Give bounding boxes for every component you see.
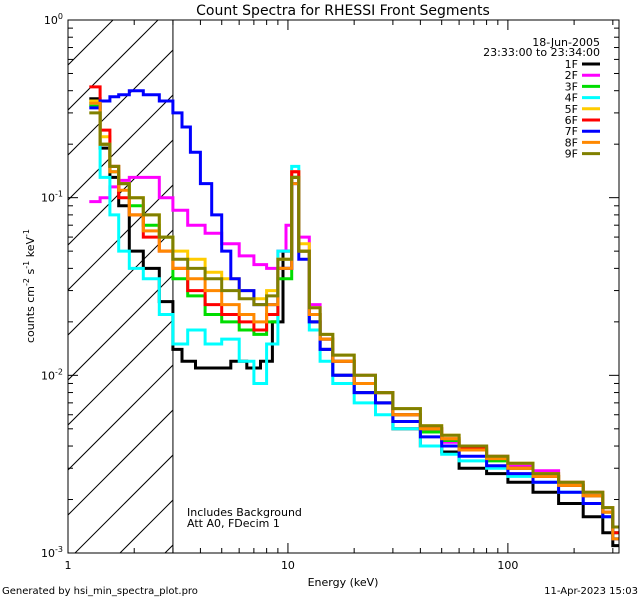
y-tick-label: 10-1 [41, 190, 63, 205]
legend-label-2F: 2F [565, 69, 578, 82]
y-tick-label: 10-2 [41, 367, 63, 382]
legend-label-6F: 6F [565, 114, 578, 127]
legend-label-5F: 5F [565, 103, 578, 116]
legend-label-3F: 3F [565, 80, 578, 93]
hatch-line-8 [68, 274, 173, 381]
annotation-background: Includes Background [187, 506, 302, 519]
legend-label-9F: 9F [565, 148, 578, 161]
spectra-series [89, 85, 619, 548]
observation-date: 18-Jun-2005 [532, 36, 600, 49]
x-axis-ticks: 1 10 100 [65, 20, 614, 572]
excluded-energy-hatch [68, 20, 173, 553]
annotation-attenuator: Att A0, FDecim 1 [187, 517, 280, 530]
footer-timestamp: 11-Apr-2023 15:03 [544, 586, 638, 597]
hatch-line-6 [68, 184, 173, 291]
x-tick-label: 10 [281, 559, 295, 572]
legend-label-8F: 8F [565, 136, 578, 149]
series-3F [89, 104, 619, 535]
series-9F [89, 111, 619, 529]
hatch-line-5 [68, 139, 173, 246]
series-1F [89, 97, 619, 548]
hatch-line-13 [119, 499, 173, 553]
legend-label-4F: 4F [565, 92, 578, 105]
hatch-line-11 [68, 409, 173, 516]
legend-label-7F: 7F [565, 125, 578, 138]
y-tick-label: 100 [44, 12, 63, 27]
hatch-line-12 [74, 454, 173, 553]
footer-generated-by: Generated by hsi_min_spectra_plot.pro [2, 586, 198, 597]
y-axis-ticks: 100 10-1 10-2 10-3 [41, 12, 619, 560]
hatch-line-10 [68, 364, 173, 471]
hatch-line-2 [68, 20, 159, 111]
series-6F [89, 85, 619, 535]
x-tick-label: 100 [497, 559, 518, 572]
x-axis-label: Energy (keV) [308, 576, 379, 589]
hatch-line-4 [68, 94, 173, 201]
hatch-line-7 [68, 229, 173, 336]
plot-frame [67, 19, 620, 554]
y-tick-label: 10-3 [41, 545, 63, 560]
legend-label-1F: 1F [565, 58, 578, 71]
hatch-line-3 [68, 49, 173, 156]
time-range: 23:33:00 to 23:34:00 [483, 46, 600, 59]
chart-title: Count Spectra for RHESSI Front Segments [196, 3, 490, 19]
x-tick-label: 1 [65, 559, 72, 572]
y-axis-label: counts cm-2 s-1 keV-1 [22, 229, 37, 343]
